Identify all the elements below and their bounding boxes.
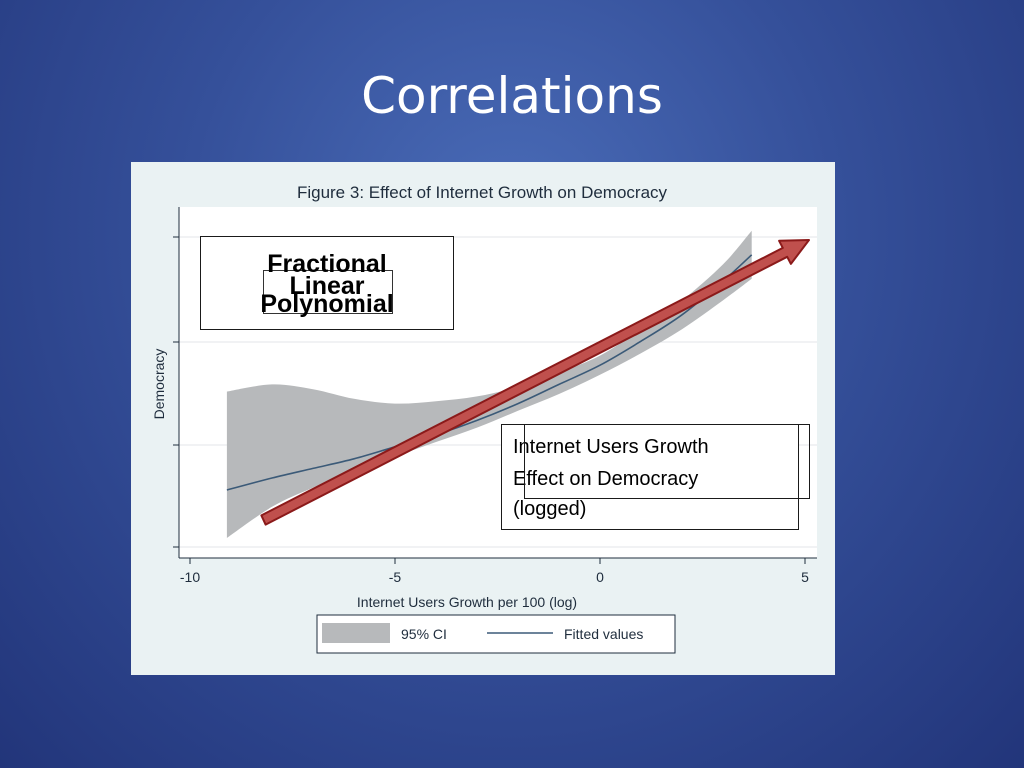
method-label-line3: Polynomial [260, 290, 394, 318]
method-label-line1: Fractional [267, 250, 387, 278]
method-inner-frame [263, 270, 393, 314]
method-label-line2: Linear [289, 272, 365, 300]
method-box: Fractional Linear Polynomial [200, 236, 454, 330]
x-tick-label: 0 [596, 569, 604, 585]
x-tick-label: -5 [389, 569, 402, 585]
x-tick-label: -10 [180, 569, 200, 585]
interpretation-box: Internet Users Growth Effect on Democrac… [501, 424, 799, 530]
x-axis-label: Internet Users Growth per 100 (log) [357, 594, 577, 610]
legend: 95% CI Fitted values [316, 614, 676, 654]
slide-title: Correlations [361, 67, 663, 125]
figure-title: Figure 3: Effect of Internet Growth on D… [297, 183, 668, 202]
x-ticks: -10 -5 0 5 [180, 558, 809, 585]
interpretation-inner-frame [524, 424, 810, 499]
legend-label-ci: 95% CI [401, 626, 447, 642]
interpretation-line2: Effect on Democracy [513, 468, 699, 490]
y-ticks [173, 236, 179, 548]
x-tick-label: 5 [801, 569, 809, 585]
legend-label-fitted: Fitted values [564, 626, 643, 642]
interpretation-line3: (logged) [513, 498, 587, 520]
legend-ci-swatch [322, 623, 390, 643]
y-axis-label: Democracy [151, 349, 167, 420]
interpretation-line1: Internet Users Growth [513, 436, 709, 458]
